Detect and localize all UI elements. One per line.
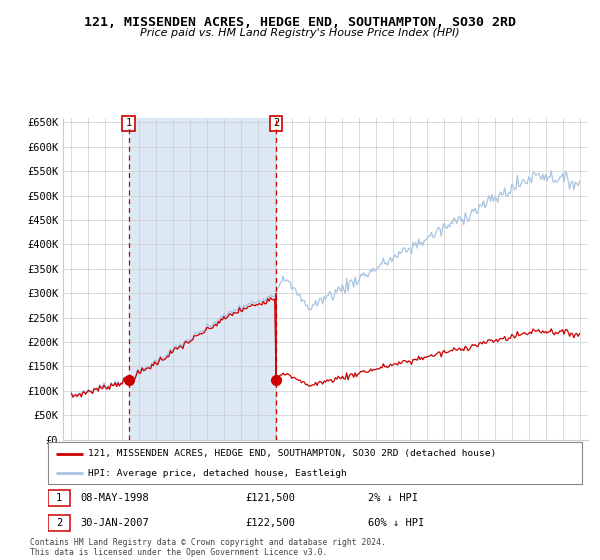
Text: 121, MISSENDEN ACRES, HEDGE END, SOUTHAMPTON, SO30 2RD (detached house): 121, MISSENDEN ACRES, HEDGE END, SOUTHAM… <box>88 449 496 458</box>
Bar <box>128 118 276 440</box>
Text: Price paid vs. HM Land Registry's House Price Index (HPI): Price paid vs. HM Land Registry's House … <box>140 28 460 38</box>
Text: 1: 1 <box>56 493 62 503</box>
Text: 60% ↓ HPI: 60% ↓ HPI <box>368 518 425 528</box>
Text: 121, MISSENDEN ACRES, HEDGE END, SOUTHAMPTON, SO30 2RD: 121, MISSENDEN ACRES, HEDGE END, SOUTHAM… <box>84 16 516 29</box>
Text: 30-JAN-2007: 30-JAN-2007 <box>80 518 149 528</box>
FancyBboxPatch shape <box>48 515 70 531</box>
Text: £121,500: £121,500 <box>245 493 296 503</box>
Text: Contains HM Land Registry data © Crown copyright and database right 2024.
This d: Contains HM Land Registry data © Crown c… <box>30 538 386 557</box>
Text: HPI: Average price, detached house, Eastleigh: HPI: Average price, detached house, East… <box>88 469 347 478</box>
FancyBboxPatch shape <box>48 442 582 484</box>
FancyBboxPatch shape <box>48 490 70 506</box>
Text: 2% ↓ HPI: 2% ↓ HPI <box>368 493 418 503</box>
Text: 2: 2 <box>273 119 279 128</box>
Text: 2: 2 <box>56 518 62 528</box>
Text: £122,500: £122,500 <box>245 518 296 528</box>
Text: 1: 1 <box>125 119 131 128</box>
Text: 08-MAY-1998: 08-MAY-1998 <box>80 493 149 503</box>
